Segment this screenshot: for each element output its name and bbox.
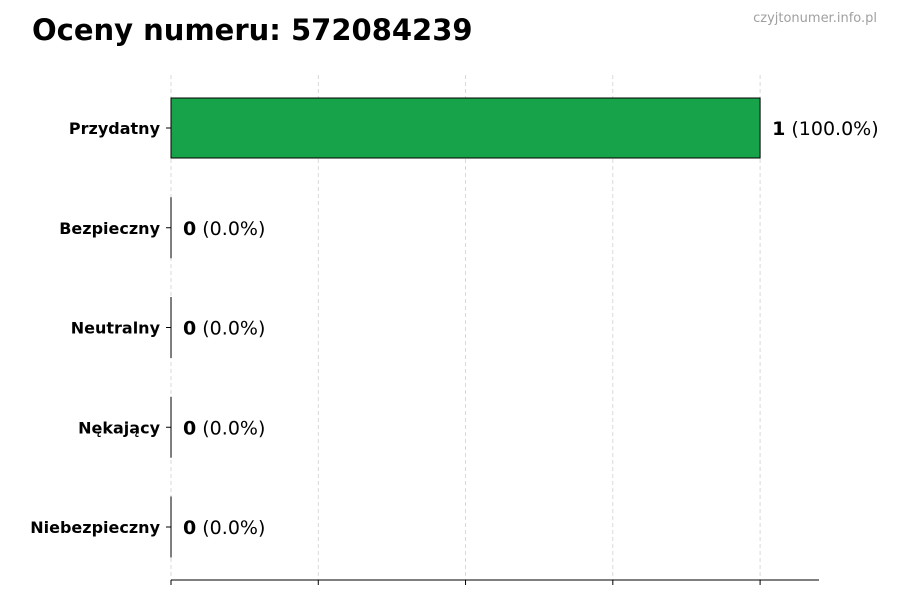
count-label: 0 — [183, 318, 196, 340]
bar — [170, 97, 761, 159]
category-label: Niebezpieczny — [30, 518, 160, 537]
watermark: czyjtonumer.info.pl — [753, 11, 877, 26]
percent-label: (0.0%) — [196, 417, 265, 439]
count-label: 0 — [183, 517, 196, 539]
value-label: 0 (0.0%) — [183, 218, 265, 240]
category-label: Neutralny — [71, 319, 161, 338]
percent-label: (100.0%) — [785, 118, 878, 140]
category-label: Przydatny — [69, 119, 161, 138]
count-label: 0 — [183, 417, 196, 439]
count-label: 1 — [772, 118, 785, 140]
count-label: 0 — [183, 218, 196, 240]
value-label: 0 (0.0%) — [183, 318, 265, 340]
value-label: 1 (100.0%) — [772, 118, 879, 140]
percent-label: (0.0%) — [196, 218, 265, 240]
chart-title: Oceny numeru: 572084239 — [32, 13, 473, 47]
category-label: Nękający — [78, 418, 160, 437]
value-label: 0 (0.0%) — [183, 517, 265, 539]
percent-label: (0.0%) — [196, 517, 265, 539]
value-label: 0 (0.0%) — [183, 417, 265, 439]
percent-label: (0.0%) — [196, 318, 265, 340]
category-label: Bezpieczny — [59, 219, 160, 238]
